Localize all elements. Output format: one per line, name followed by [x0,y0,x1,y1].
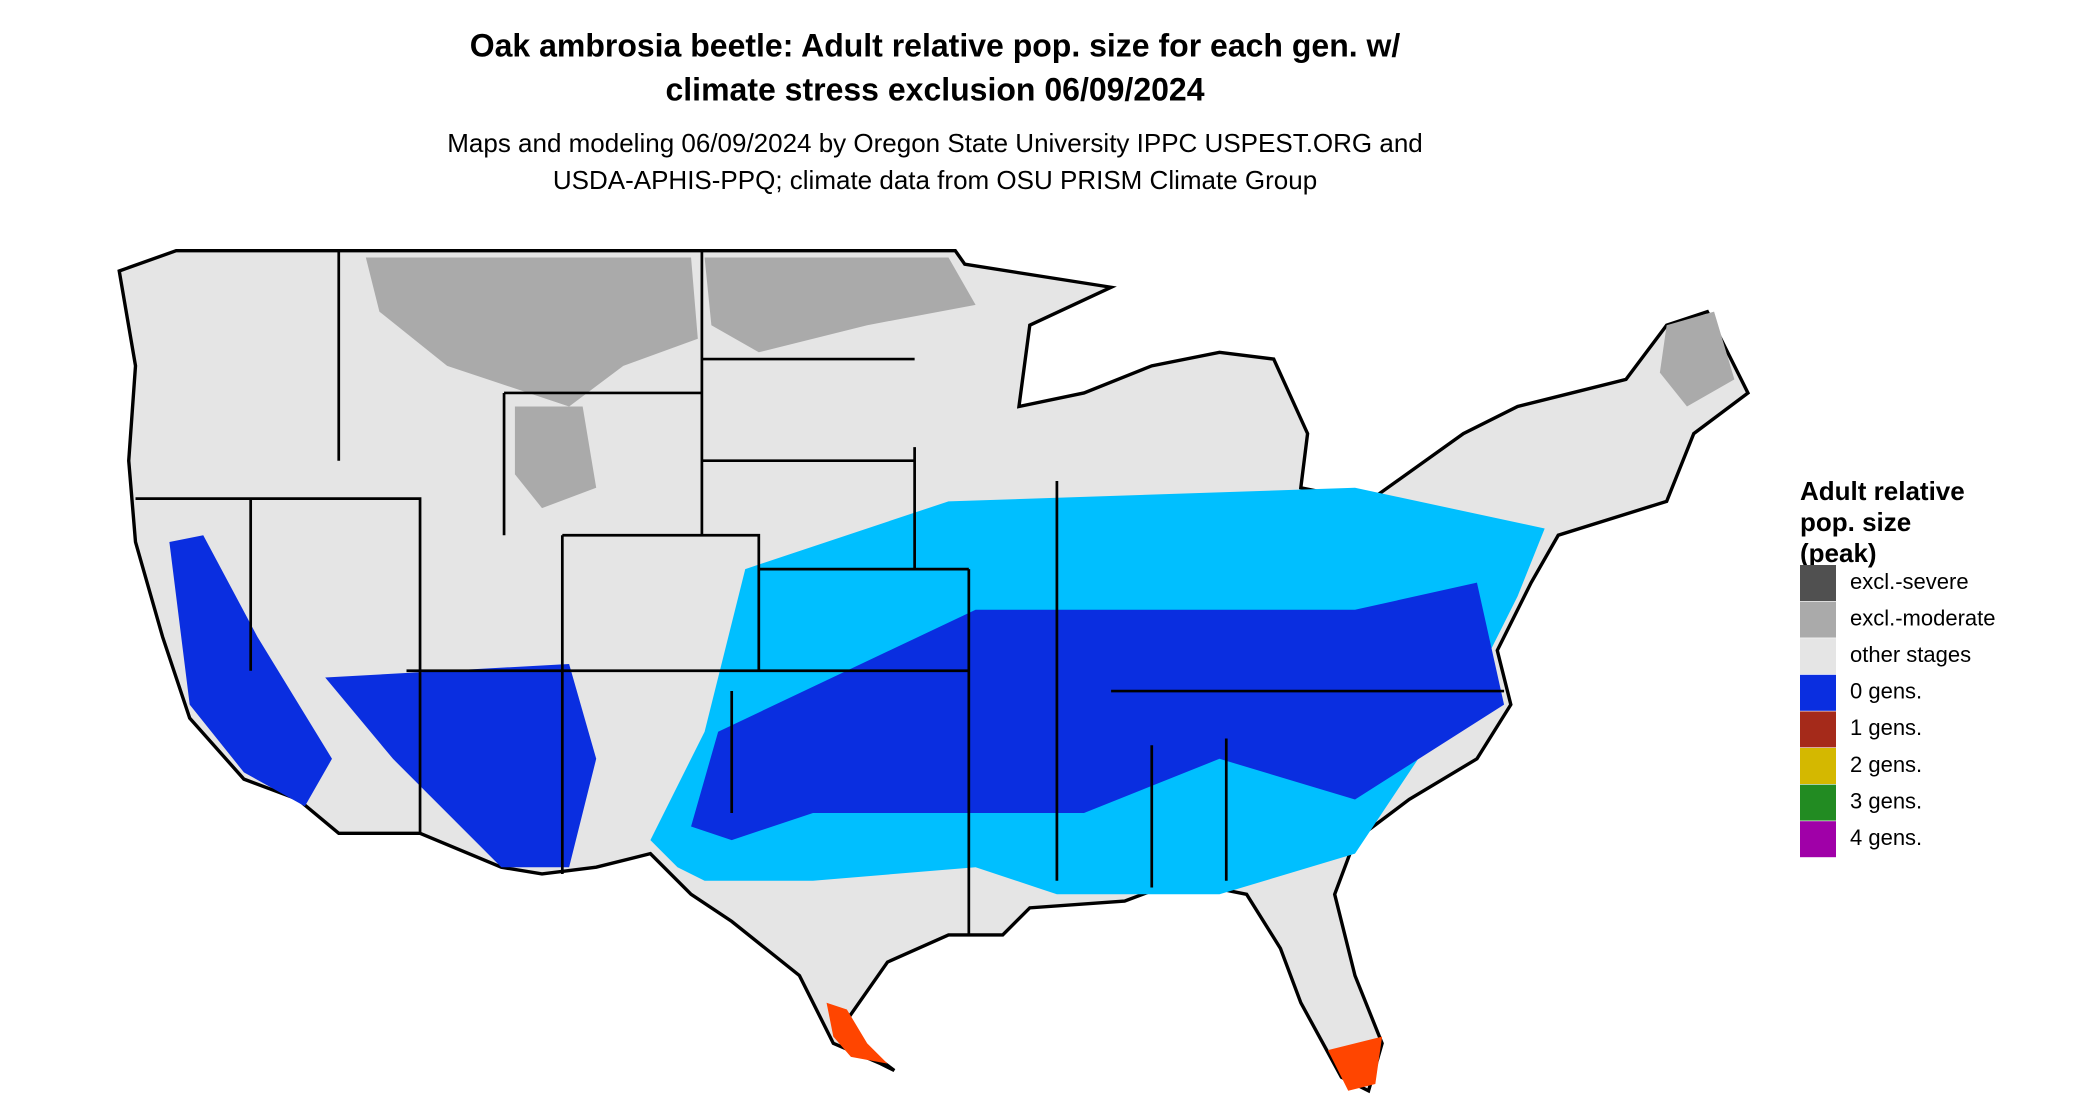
legend-swatch [1800,784,1836,821]
legend-swatch [1800,711,1836,748]
legend-label: 4 gens. [1850,825,1922,850]
moderate-region [704,257,976,353]
title-line: Oak ambrosia beetle: Adult relative pop.… [470,27,1401,63]
legend-swatch [1800,565,1836,601]
legend-title: pop. size [1800,507,1911,537]
state-borders [135,250,1505,935]
legend-title: Adult relative [1800,476,1965,506]
legend-label: 0 gens. [1850,679,1922,704]
zero-gen-region [325,663,597,868]
legend-label: excl.-severe [1850,569,1969,594]
legend-swatch [1800,638,1836,675]
zero-gen-region [169,535,332,807]
legend-swatch [1800,674,1836,711]
legend-label: other stages [1850,642,1971,667]
legend-label: 1 gens. [1850,715,1922,740]
title-line: climate stress exclusion 06/09/2024 [665,71,1204,107]
legend-label: excl.-moderate [1850,605,1996,630]
subtitle-line: USDA-APHIS-PPQ; climate data from OSU PR… [553,165,1317,195]
legend-label: 2 gens. [1850,752,1922,777]
moderate-region [1659,311,1735,407]
moderate-region [365,257,698,407]
legend-swatch [1800,748,1836,784]
moderate-region [514,406,597,509]
one-gen-region [826,1002,888,1064]
us-map [117,248,1751,1094]
subtitle-line: Maps and modeling 06/09/2024 by Oregon S… [447,128,1423,158]
legend-label: 3 gens. [1850,788,1922,813]
legend-title: (peak) [1800,538,1877,568]
legend-swatch [1800,821,1836,858]
zero-gen-region [691,582,1505,841]
legend-swatch [1800,601,1836,638]
